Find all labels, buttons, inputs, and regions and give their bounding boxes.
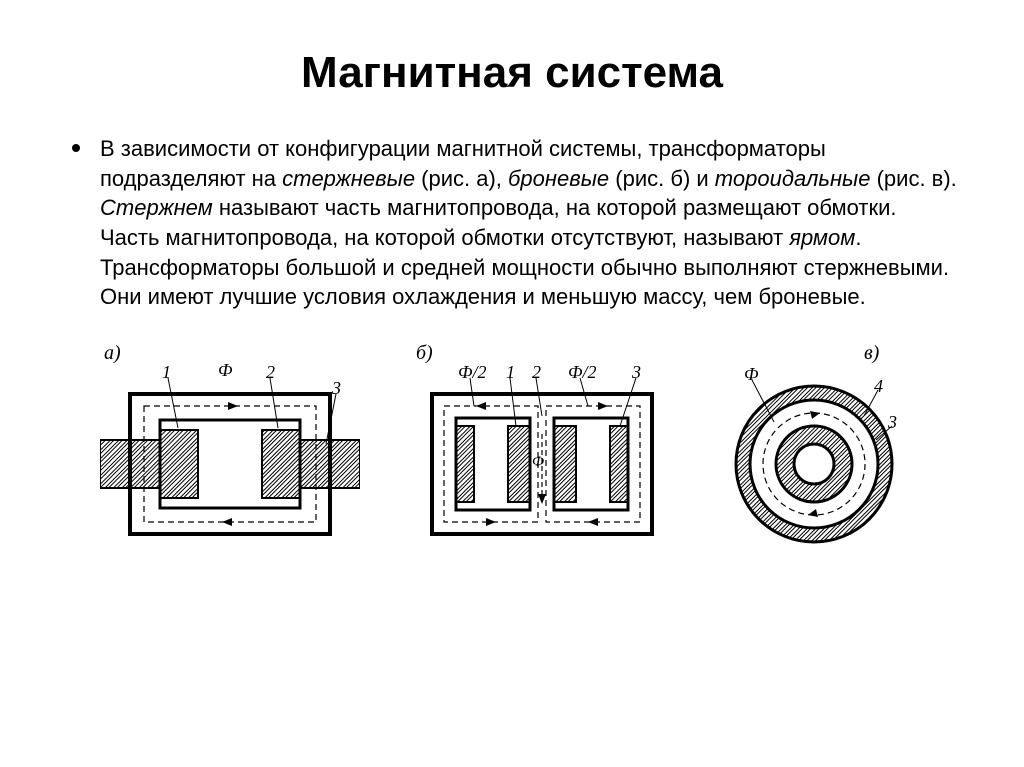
label-3: 3 xyxy=(632,362,641,383)
italic-term: ярмом xyxy=(789,225,855,250)
paragraph: В зависимости от конфигурации магнитной … xyxy=(64,134,960,312)
diagrams-row: а) 1 Ф 2 3 xyxy=(64,348,960,548)
label-3: 3 xyxy=(888,412,897,433)
italic-term: броневые xyxy=(508,166,609,191)
label-4: 4 xyxy=(874,376,883,397)
label-phi: Ф xyxy=(218,360,232,381)
label-phi2-left: Ф/2 xyxy=(458,362,486,383)
page-title: Магнитная система xyxy=(64,48,960,98)
text: (рис. а), xyxy=(415,166,508,191)
diagram-a: а) 1 Ф 2 3 xyxy=(100,348,360,548)
text: называют часть магнитопровода, на которо… xyxy=(100,195,897,250)
italic-term: тороидальные xyxy=(715,166,871,191)
diagram-b-label: б) xyxy=(416,342,433,365)
diagram-v: в) Ф 4 3 xyxy=(724,348,924,548)
text: (рис. б) и xyxy=(609,166,715,191)
label-phi-center: Ф xyxy=(532,454,544,471)
label-3: 3 xyxy=(332,378,341,399)
italic-term: стержневые xyxy=(282,166,415,191)
label-phi2-right: Ф/2 xyxy=(568,362,596,383)
label-1: 1 xyxy=(506,362,515,383)
label-phi: Ф xyxy=(744,364,758,385)
label-2: 2 xyxy=(266,362,275,383)
diagram-a-label: а) xyxy=(104,342,121,365)
diagram-v-label: в) xyxy=(864,342,879,365)
italic-term: Стержнем xyxy=(100,195,213,220)
bullet-icon xyxy=(72,144,80,152)
text: (рис. в). xyxy=(870,166,956,191)
diagram-b: б) Ф/2 1 2 Ф/2 3 Ф xyxy=(412,348,672,548)
label-1: 1 xyxy=(162,362,171,383)
label-2: 2 xyxy=(532,362,541,383)
